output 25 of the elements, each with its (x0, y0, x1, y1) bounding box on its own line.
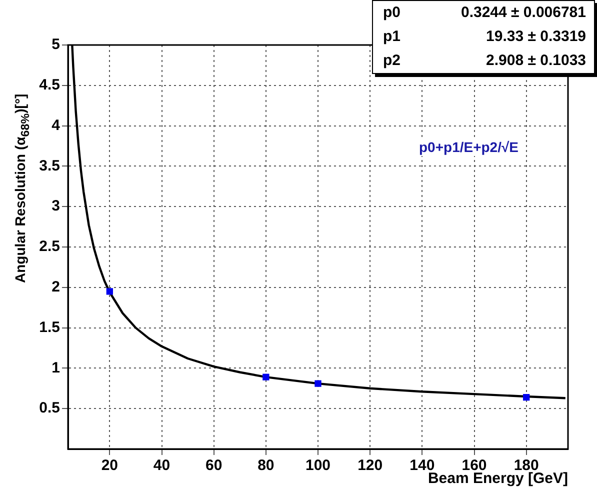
annotation: p0+p1/E+p2/√E (419, 139, 519, 155)
y-tick-label: 1 (52, 359, 60, 376)
y-tick-label: 0.5 (39, 400, 60, 417)
point (523, 394, 530, 401)
point (106, 288, 113, 295)
y-tick-label: 3 (52, 198, 60, 215)
point (314, 380, 322, 387)
x-tick-label: 80 (258, 457, 274, 474)
x-tick-label: 40 (153, 457, 170, 474)
y-tick-label: 2 (52, 278, 60, 296)
y-tick-label: 4 (52, 116, 61, 134)
x-axis-title: Beam Energy [GeV] (428, 470, 568, 488)
text: p2 2.908 ± 0.1033 (383, 52, 586, 69)
x-tick-label: 20 (101, 457, 118, 474)
point (262, 374, 270, 380)
y-tick-label: 1.5 (39, 318, 60, 336)
x-tick-label: 100 (305, 457, 331, 474)
y-tick-label: 5 (52, 36, 60, 54)
y-tick-label: 3.5 (39, 157, 60, 174)
text: p0 0.3244 ± 0.006781 (383, 4, 586, 21)
x-tick-label: 60 (205, 457, 222, 474)
x-tick-label: 120 (358, 457, 383, 474)
y-tick-label: 2.5 (39, 238, 60, 256)
y-tick-label: 4.5 (39, 76, 60, 94)
text: p1 19.33 ± 0.3319 (383, 28, 586, 45)
